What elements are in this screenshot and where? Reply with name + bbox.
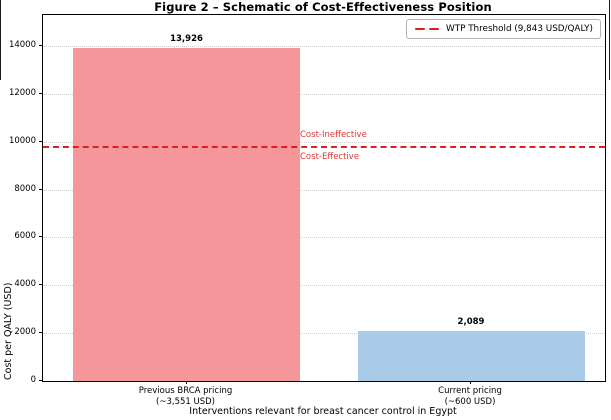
annotation-cost-ineffective: Cost-Ineffective xyxy=(300,129,367,140)
x-tick-label-previous-brca-pricing: Previous BRCA pricing (~3,551 USD) xyxy=(138,386,233,408)
x-tick-label-current-pricing: Current pricing (~600 USD) xyxy=(438,386,502,408)
y-tick-label-14000: 14000 xyxy=(8,40,36,51)
y-tick-mark xyxy=(39,380,42,381)
gridline-8000 xyxy=(43,189,605,191)
y-tick-label-0: 0 xyxy=(30,375,36,385)
y-tick-mark xyxy=(39,45,42,47)
gridline-12000 xyxy=(43,93,605,95)
x-tick-mark xyxy=(470,381,471,384)
x-tick-mark xyxy=(185,381,187,384)
gridline-10000 xyxy=(43,141,605,143)
gridline-2000 xyxy=(43,333,605,335)
x-axis-label: Interventions relevant for breast cancer… xyxy=(189,406,457,417)
y-tick-mark xyxy=(39,284,42,286)
y-tick-label-10000: 10000 xyxy=(8,135,36,146)
y-tick-mark xyxy=(39,188,42,190)
chart-title: Figure 2 – Schematic of Cost-Effectivene… xyxy=(154,0,492,14)
annotation-cost-effective: Cost-Effective xyxy=(300,151,360,162)
threshold-dashed-line xyxy=(43,145,605,148)
y-tick-mark xyxy=(39,236,42,238)
bar-current-pricing xyxy=(357,331,585,381)
dashed-line-icon xyxy=(415,27,440,31)
bar-value-label: 2,089 xyxy=(457,317,485,328)
gridline-6000 xyxy=(43,237,605,239)
plot-area: 13,926 2,089 Cost-Ineffective Cost-Effecti… xyxy=(42,14,606,382)
figure-edge-line-right xyxy=(609,0,610,80)
legend-label: WTP Threshold (9,843 USD/QALY) xyxy=(446,24,593,34)
y-tick-label-2000: 2000 xyxy=(14,327,36,338)
y-tick-mark xyxy=(39,140,42,142)
gridline-14000 xyxy=(43,46,605,48)
y-tick-label-6000: 6000 xyxy=(14,231,36,242)
y-tick-mark xyxy=(39,92,42,94)
figure-edge-line-left xyxy=(0,0,1,80)
y-tick-mark xyxy=(39,332,42,334)
gridline-4000 xyxy=(43,285,605,287)
y-tick-label-12000: 12000 xyxy=(8,87,36,98)
legend: WTP Threshold (9,843 USD/QALY) xyxy=(406,19,601,39)
y-tick-label-8000: 8000 xyxy=(14,183,36,194)
bar-previous-brca-pricing xyxy=(73,47,300,381)
y-axis-label: Cost per QALY (USD) xyxy=(3,282,14,380)
bar-value-label: 13,926 xyxy=(170,33,203,44)
y-tick-label-4000: 4000 xyxy=(14,279,36,290)
